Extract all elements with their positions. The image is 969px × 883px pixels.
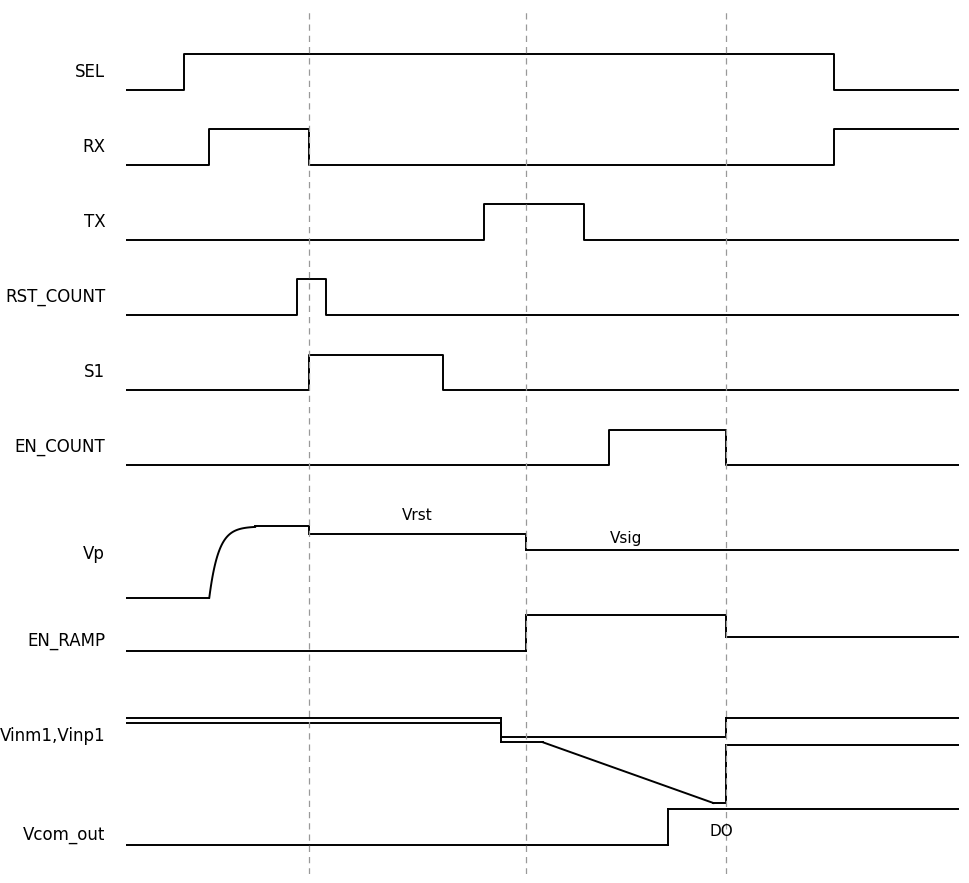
Text: S1: S1 bbox=[84, 363, 105, 381]
Text: DO: DO bbox=[709, 824, 734, 839]
Text: Vp: Vp bbox=[83, 545, 105, 563]
Text: RX: RX bbox=[82, 138, 105, 156]
Text: SEL: SEL bbox=[75, 63, 105, 81]
Text: TX: TX bbox=[83, 213, 105, 231]
Text: EN_RAMP: EN_RAMP bbox=[27, 632, 105, 650]
Text: Vinm1,Vinp1: Vinm1,Vinp1 bbox=[0, 727, 105, 745]
Text: Vrst: Vrst bbox=[402, 508, 433, 523]
Text: Vcom_out: Vcom_out bbox=[22, 826, 105, 843]
Text: EN_COUNT: EN_COUNT bbox=[15, 439, 105, 457]
Text: Vsig: Vsig bbox=[610, 532, 642, 547]
Text: RST_COUNT: RST_COUNT bbox=[5, 288, 105, 306]
